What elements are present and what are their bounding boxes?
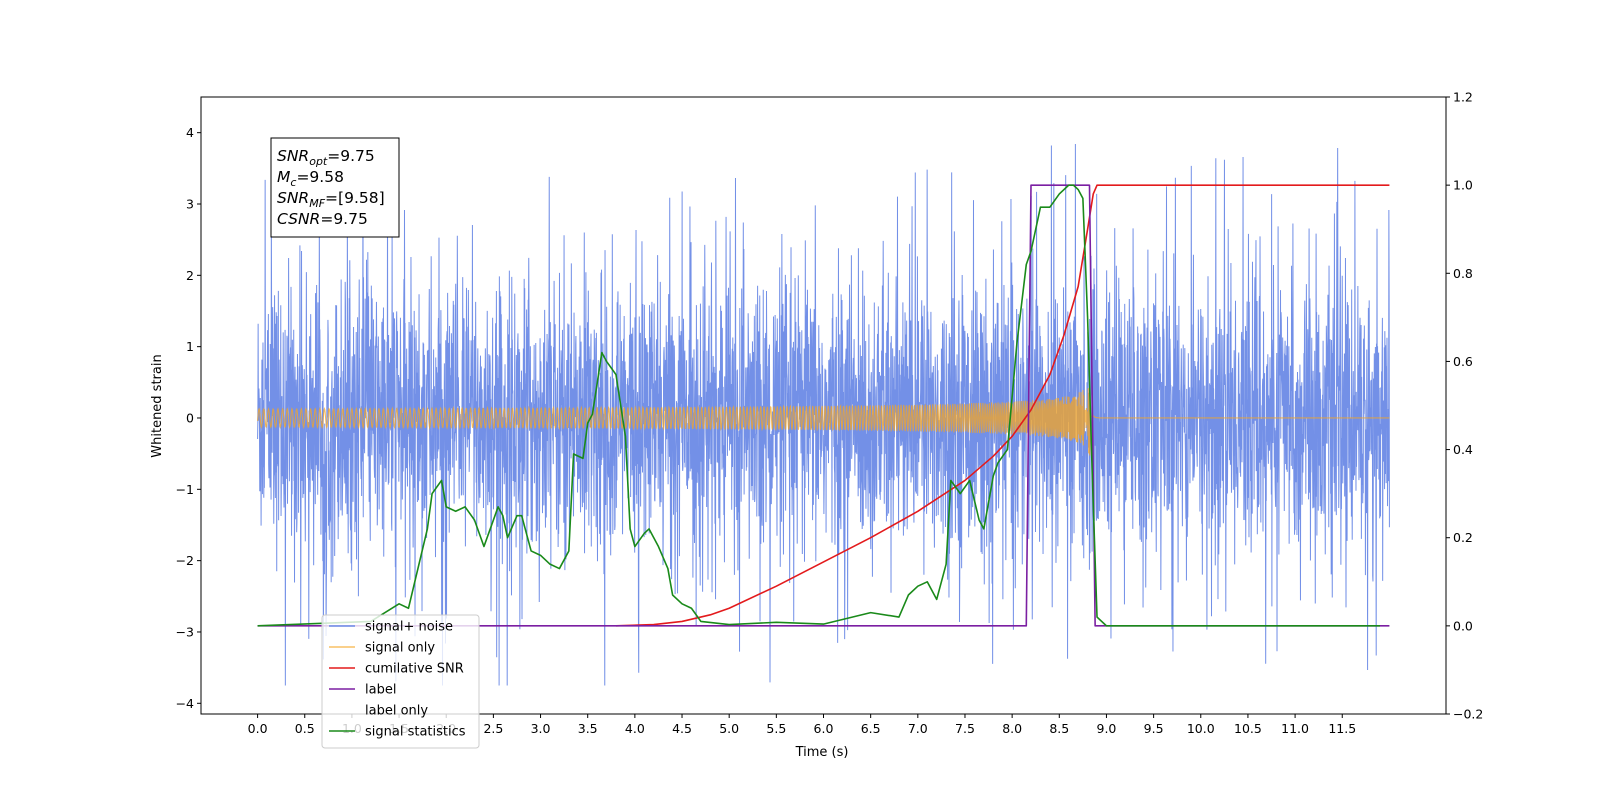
y-tick-label: 4 [186,125,194,140]
legend-label: label [365,683,396,698]
legend-label: cumilative SNR [365,662,464,677]
annotation-subscript: opt [309,155,328,168]
x-tick-label: 10.5 [1234,721,1262,736]
x-axis-label: Time (s) [795,745,849,760]
x-tick-label: 3.5 [578,721,598,736]
x-tick-label: 11.5 [1328,721,1356,736]
y-tick-label: −1 [176,482,194,497]
legend-label: signal+ noise [365,620,453,635]
y-axis-left: −4 −3 −2 −1 0 1 2 3 4 [176,125,201,711]
y2-tick-label: 1.0 [1453,178,1473,193]
y2-tick-label: −0.2 [1453,707,1483,722]
legend: signal+ noise signal only cumilative SNR la… [321,614,480,749]
legend-frame [321,614,480,749]
annotation-symbol: M [277,168,290,186]
plot-area [257,143,1390,686]
y-tick-label: −4 [176,696,194,711]
y2-tick-label: 0.0 [1453,618,1473,633]
x-tick-label: 4.0 [625,721,645,736]
y-tick-label: 1 [186,339,194,354]
x-tick-label: 4.5 [672,721,692,736]
y-tick-label: 0 [186,410,194,425]
y2-tick-label: 0.6 [1453,354,1473,369]
x-tick-label: 11.0 [1281,721,1309,736]
series-signal-noise-line [257,143,1390,686]
annotation-value: =9.58 [296,168,344,186]
x-tick-label: 2.5 [483,721,503,736]
y2-tick-label: 0.2 [1453,530,1473,545]
y2-tick-label: 1.2 [1453,90,1473,105]
legend-label: signal only [365,641,435,656]
y-tick-label: 2 [186,268,194,283]
x-tick-label: 7.0 [908,721,928,736]
x-tick-label: 8.0 [1002,721,1022,736]
x-tick-label: 6.5 [861,721,881,736]
y-axis-label: Whitened strain [150,354,165,457]
series-signal-statistics-line [257,184,1380,627]
annotation-value: =[9.58] [325,189,385,207]
x-tick-label: 6.0 [814,721,834,736]
annotation-symbol: SNR [277,189,309,207]
x-tick-label: 3.0 [531,721,551,736]
y-tick-label: −2 [176,553,194,568]
annotation-subscript: c [290,176,296,189]
annotation-symbol: SNR [277,147,309,165]
x-axis: 0.00.51.01.52.02.53.03.54.04.55.05.56.06… [248,714,1356,736]
legend-label: label only [365,704,428,719]
annotation-line: Mc=9.58 [277,168,344,189]
y-tick-label: 3 [186,196,194,211]
x-tick-label: 5.5 [766,721,786,736]
x-tick-label: 0.0 [248,721,268,736]
annotation-line: SNRopt=9.75 [277,147,375,168]
x-tick-label: 0.5 [295,721,315,736]
series-cumilative-snr-line [615,184,1390,627]
x-tick-label: 10.0 [1187,721,1215,736]
annotation-value: =9.75 [320,210,368,228]
x-tick-label: 5.0 [719,721,739,736]
x-tick-label: 9.5 [1144,721,1164,736]
annotation-line: CSNR=9.75 [277,210,368,228]
y2-tick-label: 0.8 [1453,266,1473,281]
y-tick-label: −3 [176,624,194,639]
y-axis-right: −0.2 0.0 0.2 0.4 0.6 0.8 1.0 1.2 [1446,90,1483,722]
x-tick-label: 7.5 [955,721,975,736]
y2-tick-label: 0.4 [1453,442,1473,457]
annotation-frame [270,137,400,238]
legend-label: signal statistics [365,725,466,740]
x-tick-label: 8.5 [1049,721,1069,736]
annotation-symbol: CSNR [277,210,320,228]
series-signal-only-line [257,388,1390,456]
annotation-subscript: MF [309,197,325,210]
x-tick-label: 9.0 [1097,721,1117,736]
annotation-value: =9.75 [327,147,375,165]
annotation-line: SNRMF=[9.58] [277,189,385,210]
